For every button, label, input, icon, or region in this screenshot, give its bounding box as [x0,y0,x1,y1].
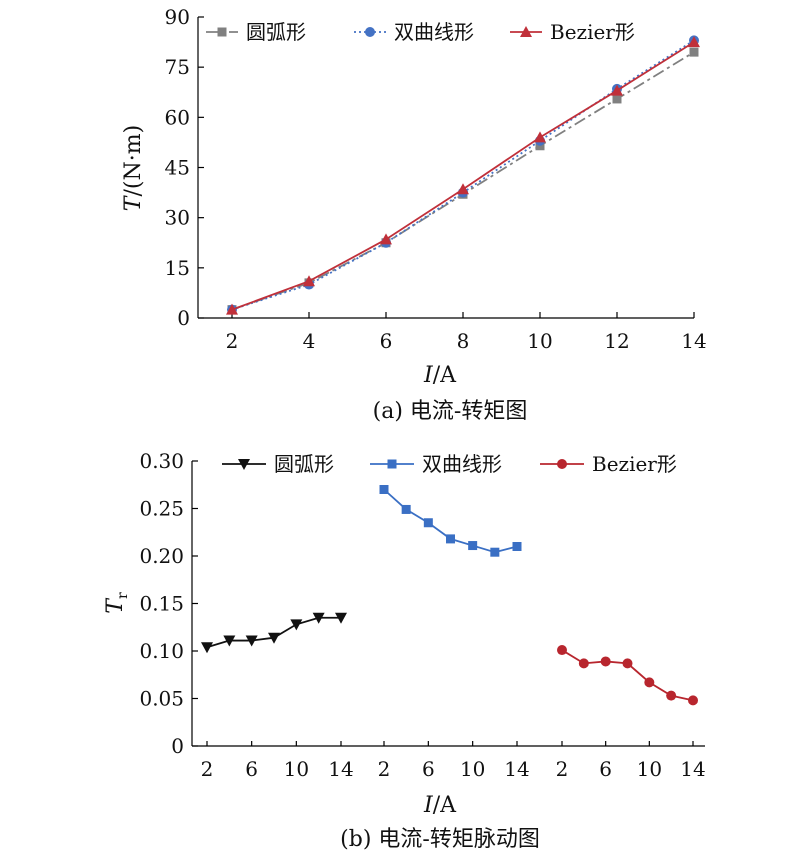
legend-label: Bezier形 [592,452,677,476]
chart-a-axes: 0 15 30 45 60 75 90 2 4 6 8 10 12 14 [165,5,707,353]
data-point [534,131,546,143]
legend-label: 双曲线形 [422,452,502,476]
data-point [303,275,315,287]
x-tick-label: 2 [556,757,569,781]
legend-marker [387,459,397,469]
chart-b-xlabel: I/A [423,793,457,818]
data-point [611,84,623,96]
data-point [312,612,325,624]
chart-b-axes: 0 0.05 0.10 0.15 0.20 0.25 0.30 2 6 10 14 2 6 10 14 2 6 1… [139,449,705,781]
legend-marker [217,27,227,37]
legend-marker [520,26,532,37]
chart-a-series [226,35,700,315]
y-tick-label: 0.20 [139,544,184,568]
legend-label: 圆弧形 [246,20,306,44]
chart-a-xlabel: I/A [423,363,457,388]
legend-marker [238,459,250,470]
data-point [689,47,699,57]
x-tick-label: 2 [226,329,239,353]
x-tick-label: 6 [599,757,612,781]
data-point [379,485,389,494]
legend-label: 双曲线形 [394,20,474,44]
data-point [201,642,213,654]
y-tick-label: 45 [165,156,190,180]
data-point [290,619,303,631]
series-line [231,39,695,311]
y-tick-label: 0.05 [139,687,184,711]
legend-marker [365,27,375,37]
x-tick-label: 6 [422,757,435,781]
y-tick-label: 0.15 [139,592,184,616]
x-tick-label: 8 [457,329,470,353]
data-point [512,542,522,551]
data-point [644,677,655,688]
chart-a-ylabel: T/(N·m) [121,125,146,211]
chart-a-caption: (a) 电流-转矩图 [373,399,528,424]
data-point [268,632,280,644]
y-tick-label: 0 [171,734,184,758]
x-tick-label: 12 [604,329,629,353]
data-point [578,658,589,669]
chart-b-legend: 圆弧形 双曲线形 Bezier形 [222,452,677,476]
data-point [457,183,469,195]
data-point [622,658,633,669]
data-point [380,233,392,245]
chart-b-ylabel: Tr [103,592,131,614]
data-point [226,303,238,315]
series-line [231,41,695,311]
x-tick-label: 10 [527,329,552,353]
legend-label: Bezier形 [550,20,635,44]
x-tick-label: 2 [378,757,391,781]
data-point [468,541,478,551]
chart-a: 圆弧形 双曲线形 Bezier形 0 15 30 45 60 75 90 2 4 6 8 10 12 14 T… [121,5,707,424]
x-tick-label: 4 [303,329,316,353]
data-point [245,635,258,647]
legend-marker [557,459,567,469]
data-point [688,695,698,706]
series-line [231,51,695,311]
data-point [557,645,567,656]
y-tick-label: 0.25 [139,497,184,521]
chart-b-caption: (b) 电流-转矩脉动图 [340,827,540,852]
x-tick-label: 6 [245,757,258,781]
y-tick-label: 15 [165,256,190,280]
data-point [688,36,700,48]
legend-label: 圆弧形 [274,452,334,476]
data-point [600,656,611,667]
data-point [612,94,622,104]
x-tick-label: 14 [504,757,529,781]
chart-b-series [201,485,698,706]
x-tick-label: 14 [681,329,706,353]
x-tick-label: 14 [328,757,353,781]
y-tick-label: 0.30 [139,449,184,473]
data-point [490,547,500,557]
y-tick-label: 0 [177,306,190,330]
y-tick-label: 90 [165,5,190,29]
data-point [423,518,433,528]
x-tick-label: 6 [380,329,393,353]
chart-a-legend: 圆弧形 双曲线形 Bezier形 [206,20,635,44]
y-tick-label: 60 [165,105,190,129]
data-point [223,635,236,647]
data-point [401,504,411,514]
x-tick-label: 14 [680,757,705,781]
data-point [335,612,347,624]
x-tick-label: 10 [284,757,309,781]
x-tick-label: 10 [637,757,662,781]
x-tick-label: 2 [201,757,214,781]
data-point [535,141,545,151]
y-tick-label: 30 [165,206,190,230]
chart-b: 圆弧形 双曲线形 Bezier形 0 0.05 0.10 0.15 0.20 0.25 0.30… [103,449,706,852]
x-tick-label: 10 [460,757,485,781]
y-tick-label: 75 [165,55,190,79]
y-tick-label: 0.10 [139,639,184,663]
data-point [666,690,677,701]
data-point [446,534,455,544]
